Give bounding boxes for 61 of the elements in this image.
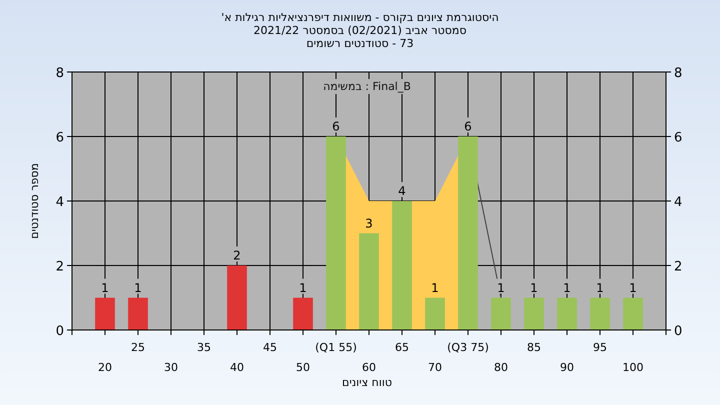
y2-tick-label: 6	[674, 130, 682, 146]
data-label: 2	[233, 248, 241, 262]
x-tick-label: 30	[164, 361, 178, 374]
bar	[491, 298, 511, 330]
data-label: 3	[365, 216, 373, 230]
text: סמסטר אביב (02/2021) בסמסטר 2021/22	[253, 24, 467, 37]
x-tick-label: (Q3 75)	[447, 341, 489, 354]
x-tick-label: 90	[560, 361, 574, 374]
y-tick-label: 2	[56, 260, 64, 274]
y2-tick-label: 4	[674, 195, 682, 210]
data-label: 6	[464, 120, 472, 134]
y-tick-label: 4	[56, 195, 64, 210]
bar	[359, 233, 379, 330]
bar	[227, 266, 247, 330]
y-tick-label: 0	[56, 324, 64, 339]
x-tick-label: 65	[395, 341, 409, 354]
y2-tick-label: 2	[674, 260, 682, 274]
x-tick-label: 60	[362, 361, 376, 374]
data-label: 1	[101, 280, 109, 295]
bar	[95, 298, 115, 330]
bar	[623, 298, 643, 330]
data-label: 1	[596, 280, 604, 295]
bar	[128, 298, 148, 330]
bar	[524, 298, 544, 330]
x-tick-label: 35	[197, 341, 211, 354]
y2-tick-label: 8	[674, 66, 682, 81]
data-label: 1	[299, 280, 307, 295]
bar	[458, 136, 478, 330]
bar	[392, 201, 412, 330]
data-label: 1	[497, 280, 505, 295]
y-tick-label: 8	[56, 66, 64, 81]
x-tick-label: 100	[622, 361, 644, 374]
x-tick-label: 45	[263, 341, 277, 354]
y-tick-label: 6	[56, 130, 64, 146]
data-label: 1	[530, 280, 538, 295]
x-tick-label: 95	[593, 341, 607, 354]
data-label: 1	[431, 280, 439, 295]
y2-tick-label: 0	[674, 324, 682, 339]
data-label: 1	[563, 280, 571, 295]
x-tick-label: (Q1 55)	[315, 341, 357, 354]
x-tick-label: 80	[494, 361, 508, 374]
x-tick-label: 25	[131, 341, 145, 354]
x-tick-label: 20	[98, 361, 112, 374]
bar	[293, 298, 313, 330]
bar	[557, 298, 577, 330]
data-label: 1	[134, 280, 142, 295]
data-label: 6	[332, 120, 340, 134]
y-axis-title: מספר סטודנטים	[28, 163, 41, 239]
data-label: 1	[629, 280, 637, 295]
x-tick-label: 85	[527, 341, 541, 354]
chart-title: היסטוגרמת ציונים בקורס - משוואות דיפרנציאליות רגילות א'	[221, 11, 499, 24]
text: 73 - סטודנטים רשומים	[306, 37, 414, 50]
bar	[326, 136, 346, 330]
x-tick-label: 50	[296, 361, 310, 374]
bar	[425, 298, 445, 330]
x-tick-label: 40	[230, 361, 244, 374]
data-label: 4	[398, 184, 406, 198]
x-tick-label: 70	[428, 361, 442, 374]
annotation: Final_B : במשימה	[323, 80, 411, 93]
x-axis-title: טווח ציונים	[342, 376, 392, 389]
bar	[590, 298, 610, 330]
